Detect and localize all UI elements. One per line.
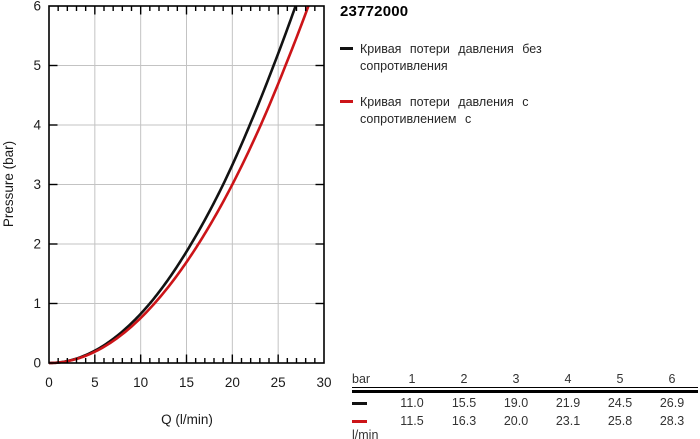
- product-code: 23772000: [340, 3, 409, 20]
- flow-value-cell: 25.8: [607, 414, 633, 428]
- table-row-without-resistance: 11.0 15.5 19.0 21.9 24.5 26.9: [352, 397, 698, 410]
- x-tick-label: 20: [225, 375, 240, 390]
- table-swatch-black: [352, 402, 367, 405]
- legend-label-line2: сопротивлением с: [360, 112, 472, 126]
- y-tick-label: 1: [33, 296, 41, 311]
- y-tick-label: 4: [33, 118, 41, 133]
- x-tick-label: 0: [45, 375, 53, 390]
- flow-value-cell: 20.0: [503, 414, 529, 428]
- y-tick-label: 5: [33, 58, 41, 73]
- pressure-flow-chart: 0 5 10 15 20 25 30 0 1 2 3 4 5 6 Q (l/min) Pressure (…: [1, 0, 332, 427]
- legend-swatch-red: [340, 100, 353, 103]
- table-header-bar-3: 3: [512, 372, 520, 386]
- x-tick-label: 10: [133, 375, 148, 390]
- legend-item-with-resistance: Кривая потери давления с сопротивлением …: [340, 94, 630, 128]
- legend-label-line1: Кривая потери давления без: [360, 42, 542, 56]
- pressure-curve-with-resistance: [48, 5, 310, 365]
- flow-value-cell: 23.1: [555, 414, 581, 428]
- legend-label-line2: сопротивления: [360, 59, 448, 73]
- table-header-row: bar 1 2 3 4 5 6: [352, 373, 698, 388]
- table-header-bar-1: 1: [408, 372, 416, 386]
- legend-label: Кривая потери давления с сопротивлением …: [360, 94, 529, 128]
- y-tick-label: 2: [33, 237, 41, 252]
- chart-gridlines: [49, 6, 324, 363]
- flow-value-cell: 24.5: [607, 396, 633, 410]
- legend-label-line1: Кривая потери давления с: [360, 95, 529, 109]
- flow-rate-table: bar 1 2 3 4 5 6 11.0 15.5 19.0 21.9 24.5 26.9 11.5 16.…: [352, 373, 698, 439]
- table-header-unit: bar: [352, 372, 371, 386]
- y-tick-label: 0: [33, 356, 41, 371]
- flow-value-cell: 11.5: [400, 414, 424, 428]
- flow-value-cell: 15.5: [451, 396, 477, 410]
- chart-tick-labels: 0 5 10 15 20 25 30 0 1 2 3 4 5 6: [33, 0, 331, 390]
- table-rule: [352, 390, 698, 393]
- table-row-swatch-cell: [352, 402, 386, 405]
- table-header-bar-5: 5: [616, 372, 624, 386]
- chart-legend: Кривая потери давления без сопротивления…: [340, 41, 630, 147]
- table-row-with-resistance: 11.5 16.3 20.0 23.1 25.8 28.3: [352, 415, 698, 428]
- flow-value-cell: 19.0: [503, 396, 529, 410]
- table-header-bar-2: 2: [460, 372, 468, 386]
- flow-value-cell: 16.3: [451, 414, 477, 428]
- chart-curves: [48, 5, 310, 365]
- x-tick-label: 25: [271, 375, 286, 390]
- chart-ticks: [49, 6, 324, 363]
- x-tick-label: 30: [316, 375, 331, 390]
- flow-value-cell: 28.3: [659, 414, 685, 428]
- legend-item-without-resistance: Кривая потери давления без сопротивления: [340, 41, 630, 75]
- table-row-swatch-cell: [352, 420, 386, 423]
- x-tick-label: 5: [91, 375, 99, 390]
- legend-swatch-black: [340, 47, 353, 50]
- table-unit-label: l/min: [352, 428, 379, 439]
- table-swatch-red: [352, 420, 367, 423]
- flow-value-cell: 26.9: [659, 396, 685, 410]
- table-header-bar-6: 6: [668, 372, 676, 386]
- legend-label: Кривая потери давления без сопротивления: [360, 41, 542, 75]
- table-header-bar-4: 4: [564, 372, 572, 386]
- y-tick-label: 6: [33, 0, 41, 14]
- x-tick-label: 15: [179, 375, 194, 390]
- y-tick-label: 3: [33, 177, 41, 192]
- flow-value-cell: 11.0: [400, 396, 424, 410]
- x-axis-label: Q (l/min): [161, 412, 213, 427]
- y-axis-label: Pressure (bar): [1, 141, 16, 227]
- flow-value-cell: 21.9: [555, 396, 581, 410]
